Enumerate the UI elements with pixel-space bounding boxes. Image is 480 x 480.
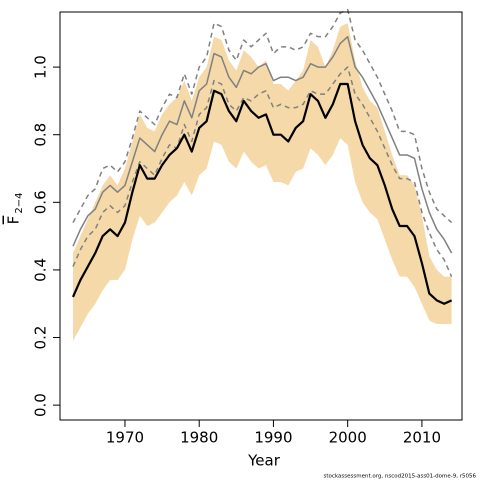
series-line [72,66,453,277]
y-tick-label: 0.6 [32,190,50,214]
y-tick-label: 1.0 [32,55,50,79]
x-tick-label: 1990 [254,429,292,447]
footnote: stockassessment.org, nscod2015-ass01-dom… [324,474,477,480]
y-axis-label-subscript: 2−4 [14,192,25,213]
series-line [72,8,453,224]
y-axis-label-group: F 2−4 [5,192,26,224]
y-tick-label: 0.4 [32,258,50,282]
y-tick-label: 0.2 [32,326,50,350]
series-line [72,35,453,254]
x-tick-label: 1970 [106,429,144,447]
confidence-band [72,23,452,341]
x-tick-label: 1980 [180,429,218,447]
series-line [71,82,453,305]
plot-frame [59,11,463,421]
x-tick-label: 2010 [403,429,441,447]
x-tick-label: 2000 [329,429,367,447]
y-axis-label: F [5,216,23,225]
x-axis-label: Year [247,452,281,470]
y-tick-label: 0.8 [32,123,50,147]
y-tick-label: 0.0 [32,393,50,417]
